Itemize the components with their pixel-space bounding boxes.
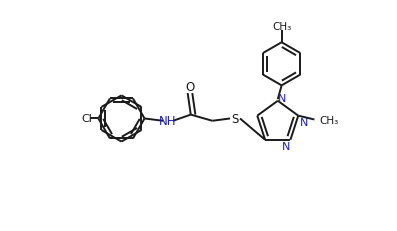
Text: CH₃: CH₃ [272, 22, 291, 32]
Text: NH: NH [159, 115, 176, 128]
Text: N: N [281, 141, 290, 151]
Text: N: N [300, 117, 308, 127]
Text: N: N [278, 94, 287, 104]
Text: O: O [185, 81, 195, 94]
Text: CH₃: CH₃ [320, 115, 339, 125]
Text: Cl: Cl [81, 114, 92, 124]
Text: S: S [232, 112, 239, 125]
